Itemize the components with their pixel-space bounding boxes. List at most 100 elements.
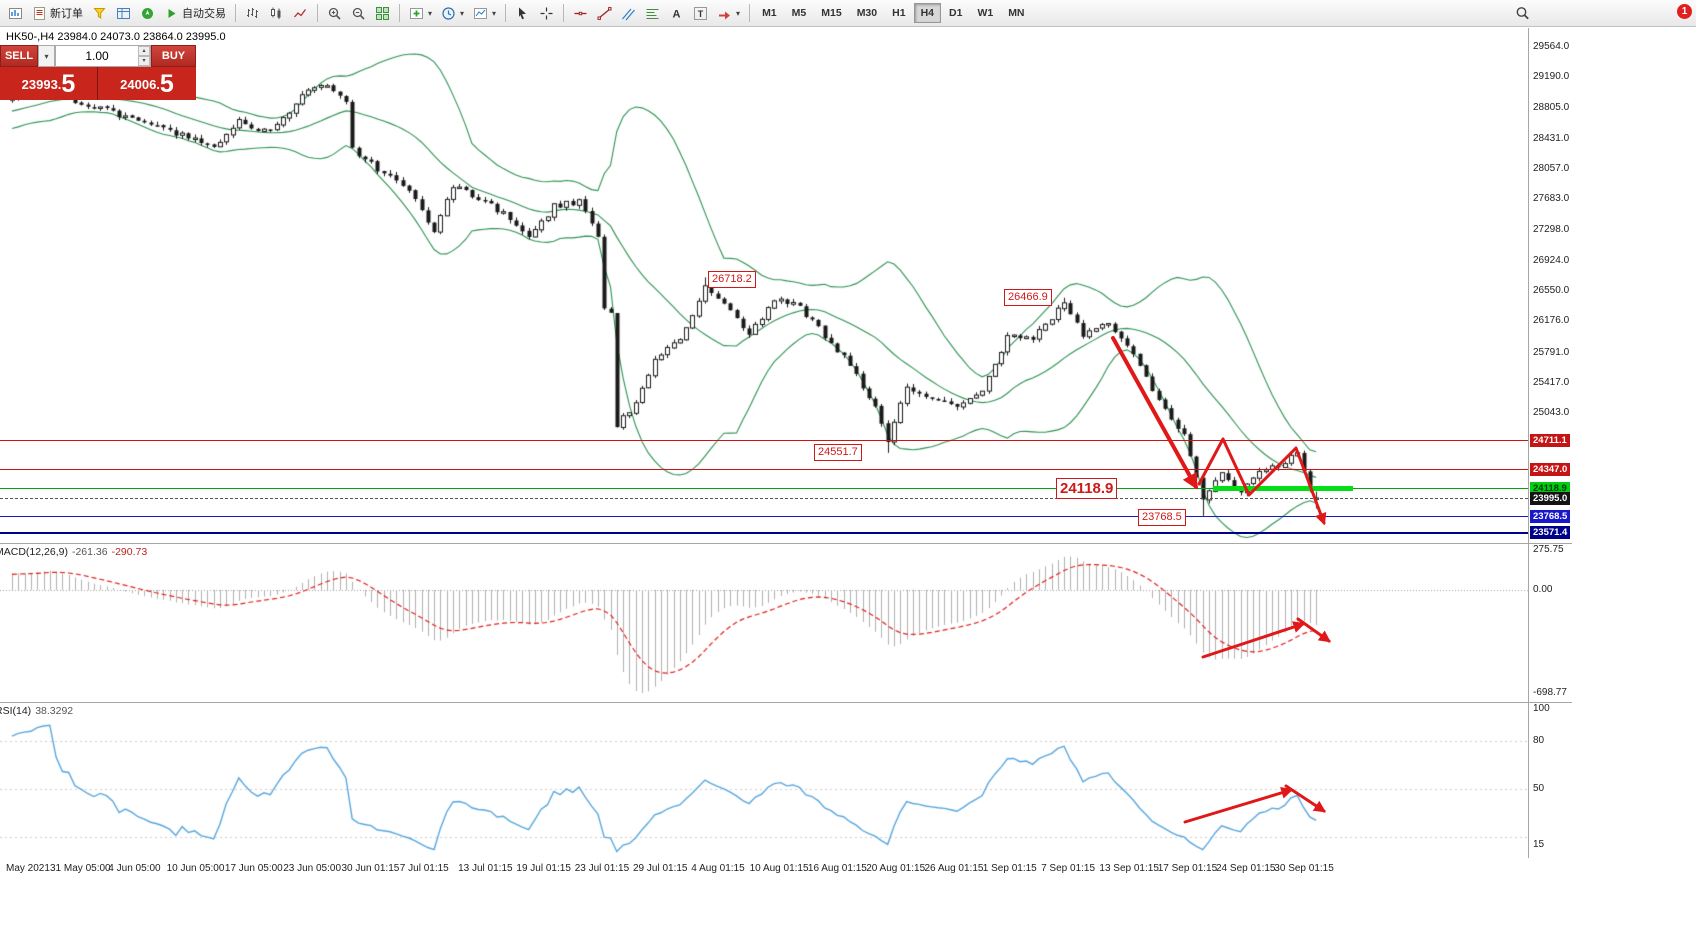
- price-axis-label: 28057.0: [1533, 163, 1570, 175]
- macd-axis-label: 0.00: [1533, 584, 1553, 595]
- macd-signal-value: -290.73: [111, 546, 148, 558]
- data-window-icon: [117, 7, 130, 19]
- price-tag: 23995.0: [1530, 491, 1571, 505]
- periods-button[interactable]: ▾: [437, 2, 468, 24]
- time-axis-label: 29 Jul 01:15: [633, 863, 688, 874]
- timeframe-m30-button[interactable]: M30: [850, 3, 884, 23]
- time-axis-label: 26 Aug 01:15: [924, 863, 984, 874]
- timeframe-m5-button[interactable]: M5: [785, 3, 814, 23]
- zoom-in-icon: [328, 7, 341, 20]
- order-type-dropdown[interactable]: ▾: [38, 45, 55, 67]
- time-axis-label: 13 Sep 01:15: [1099, 863, 1159, 874]
- fibonacci-tool-button[interactable]: [641, 2, 664, 24]
- timeframe-w1-button[interactable]: W1: [970, 3, 1000, 23]
- timeframe-h4-button[interactable]: H4: [913, 3, 941, 23]
- price-annotation: 24118.9: [1056, 478, 1118, 499]
- timeframe-mn-button[interactable]: MN: [1001, 3, 1031, 23]
- line-chart-mode-button[interactable]: [289, 2, 312, 24]
- main-chart-canvas[interactable]: [0, 28, 1528, 542]
- auto-trading-button[interactable]: 自动交易: [160, 2, 230, 24]
- price-axis-label: 25417.0: [1533, 376, 1570, 388]
- horizontal-line-tool-button[interactable]: [569, 2, 592, 24]
- time-axis-label: 30 Sep 01:15: [1274, 863, 1334, 874]
- play-icon: [168, 8, 176, 18]
- price-axis-label: 25043.0: [1533, 407, 1570, 419]
- fibonacci-icon: [646, 8, 659, 19]
- main-toolbar: 新订单 自动交易: [0, 0, 1696, 27]
- macd-indicator-canvas[interactable]: [0, 544, 1528, 701]
- sell-button[interactable]: SELL: [0, 45, 38, 67]
- sell-price-fraction: 5: [61, 70, 76, 98]
- text-tool-button[interactable]: A: [665, 2, 688, 24]
- notification-badge[interactable]: 1: [1677, 4, 1692, 19]
- price-annotation: 24551.7: [814, 444, 862, 461]
- volume-field[interactable]: 1.00 ▴ ▾: [55, 45, 151, 67]
- price-axis-label: 26924.0: [1533, 254, 1570, 266]
- buy-price-display[interactable]: 24006. 5: [98, 67, 196, 100]
- time-axis-label: 19 Jul 01:15: [516, 863, 571, 874]
- rsi-axis-label: 100: [1533, 703, 1550, 714]
- templates-button[interactable]: ▾: [469, 2, 500, 24]
- new-order-label: 新订单: [50, 8, 83, 20]
- navigator-button[interactable]: [136, 2, 159, 24]
- time-axis-label: 13 Jul 01:15: [458, 863, 513, 874]
- timeframe-m15-button[interactable]: M15: [814, 3, 848, 23]
- channel-tool-button[interactable]: [617, 2, 640, 24]
- price-tag: 23768.5: [1530, 510, 1571, 524]
- time-axis-label: 7 Sep 01:15: [1041, 863, 1096, 874]
- rsi-value: 38.3292: [35, 705, 74, 717]
- volume-decrease-button[interactable]: ▾: [138, 56, 150, 66]
- chevron-down-icon: ▾: [736, 8, 741, 18]
- timeframe-d1-button[interactable]: D1: [942, 3, 969, 23]
- time-axis-label: 4 Aug 01:15: [691, 863, 745, 874]
- macd-axis-label: 275.75: [1533, 544, 1564, 555]
- rsi-title: RSI(14): [0, 705, 32, 717]
- panel-separator[interactable]: [0, 702, 1572, 703]
- candlestick-mode-button[interactable]: [265, 2, 288, 24]
- volume-increase-button[interactable]: ▴: [138, 46, 150, 56]
- shapes-tool-button[interactable]: ▾: [713, 2, 744, 24]
- macd-value: -261.36: [71, 546, 108, 558]
- price-annotation: 23768.5: [1138, 509, 1186, 526]
- label-tool-button[interactable]: T: [689, 2, 712, 24]
- time-axis-label: 10 Aug 01:15: [749, 863, 809, 874]
- sell-price-display[interactable]: 23993. 5: [0, 67, 98, 100]
- new-order-button[interactable]: 新订单: [28, 2, 87, 24]
- search-button[interactable]: [1511, 2, 1534, 24]
- data-window-button[interactable]: [112, 2, 135, 24]
- crosshair-tool-button[interactable]: [535, 2, 558, 24]
- price-tag: 23571.4: [1530, 526, 1571, 540]
- new-chart-button[interactable]: [4, 2, 27, 24]
- cursor-tool-button[interactable]: [511, 2, 534, 24]
- sell-price-main: 23993.: [21, 77, 62, 92]
- time-axis-label: 17 Jun 05:00: [224, 863, 283, 874]
- timeframe-h1-button[interactable]: H1: [885, 3, 912, 23]
- zoom-in-button[interactable]: [323, 2, 346, 24]
- price-annotation: 26718.2: [708, 271, 756, 288]
- time-axis-label: 4 Jun 05:00: [108, 863, 161, 874]
- trendline-tool-button[interactable]: [593, 2, 616, 24]
- tile-windows-button[interactable]: [371, 2, 394, 24]
- price-axis: 29564.0 29190.0 28805.0 28431.0 28057.0 27683…: [1529, 28, 1589, 543]
- rsi-indicator-canvas[interactable]: [0, 703, 1528, 857]
- arrow-shape-icon: [719, 11, 731, 19]
- price-tag: 24347.0: [1530, 463, 1571, 477]
- price-axis-border: [1528, 28, 1529, 858]
- timeframe-m1-button[interactable]: M1: [755, 3, 784, 23]
- panel-separator[interactable]: [0, 543, 1572, 544]
- candlestick-icon: [271, 7, 281, 19]
- cursor-icon: [519, 7, 527, 19]
- price-axis-label: 28431.0: [1533, 132, 1570, 144]
- buy-button[interactable]: BUY: [151, 45, 196, 67]
- toolbar-separator: [563, 4, 565, 22]
- price-axis-label: 29564.0: [1533, 41, 1570, 52]
- time-axis-label: 24 Sep 01:15: [1216, 863, 1276, 874]
- bar-chart-mode-button[interactable]: [241, 2, 264, 24]
- market-watch-button[interactable]: [88, 2, 111, 24]
- toolbar-separator: [399, 4, 400, 22]
- time-axis-label: 1 Sep 01:15: [982, 863, 1037, 874]
- zoom-out-button[interactable]: [347, 2, 370, 24]
- volume-value[interactable]: 1.00: [85, 49, 109, 63]
- indicators-button[interactable]: ▾: [405, 2, 436, 24]
- rsi-axis-label: 15: [1533, 839, 1545, 850]
